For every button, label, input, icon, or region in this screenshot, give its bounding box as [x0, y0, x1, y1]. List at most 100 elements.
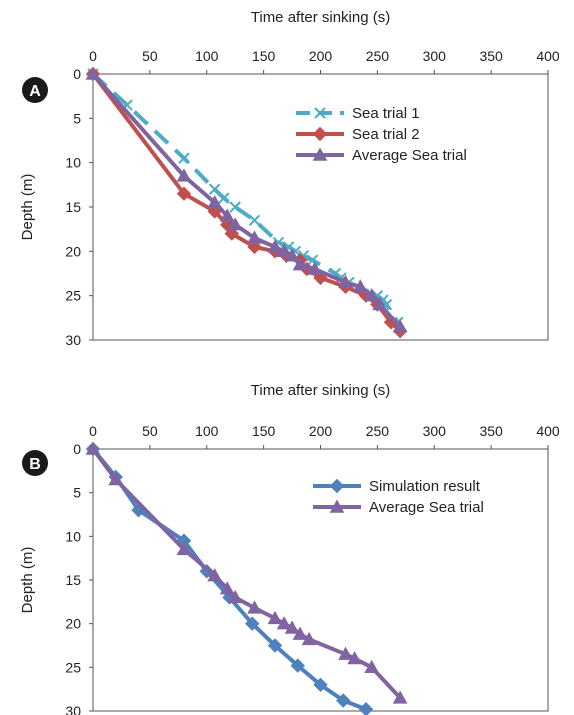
- x-tick-label: 250: [366, 423, 390, 439]
- data-point: [178, 152, 190, 164]
- data-point: [247, 230, 262, 244]
- y-tick-label: 20: [65, 616, 81, 632]
- data-point: [392, 319, 408, 333]
- legend-swatch-marker: [329, 478, 345, 494]
- data-point: [352, 279, 368, 293]
- x-tick-label: 350: [479, 48, 503, 64]
- y-tick-label: 5: [73, 110, 81, 126]
- series-average-sea-trial: [85, 66, 408, 333]
- data-point: [284, 620, 300, 634]
- data-point: [207, 568, 223, 582]
- x-axis-title: Time after sinking (s): [251, 9, 390, 26]
- data-point: [336, 693, 351, 708]
- y-tick-label: 30: [65, 703, 81, 715]
- data-point: [85, 441, 101, 455]
- x-tick-label: 50: [142, 423, 158, 439]
- data-point: [176, 168, 192, 182]
- y-tick-label: 30: [65, 332, 81, 348]
- x-tick-label: 50: [142, 48, 158, 64]
- x-tick-label: 150: [252, 48, 276, 64]
- data-point: [229, 201, 241, 213]
- data-point: [176, 186, 192, 201]
- legend-swatch-marker: [314, 107, 326, 119]
- x-tick-label: 300: [423, 423, 447, 439]
- data-point: [307, 261, 323, 275]
- data-point: [85, 66, 101, 80]
- legend-swatch-marker: [312, 147, 328, 161]
- data-point: [347, 651, 362, 665]
- data-point: [209, 183, 221, 195]
- data-point: [292, 626, 308, 640]
- y-tick-label: 15: [65, 199, 81, 215]
- data-point: [207, 195, 223, 209]
- y-tick-label: 25: [65, 659, 81, 675]
- legend-label: Average Sea trial: [369, 499, 484, 516]
- y-tick-label: 25: [65, 288, 81, 304]
- legend-label: Average Sea trial: [352, 147, 467, 164]
- series-simulation-result: [85, 441, 374, 715]
- data-point: [292, 257, 308, 271]
- data-point: [364, 659, 380, 674]
- data-point: [267, 638, 283, 653]
- series-average-sea-trial: [85, 441, 408, 704]
- data-point: [276, 616, 292, 630]
- y-axis-title: Depth (m): [19, 174, 36, 241]
- data-point: [290, 658, 305, 673]
- data-point: [301, 631, 317, 646]
- data-point: [218, 192, 230, 204]
- y-tick-label: 0: [73, 66, 81, 82]
- x-tick-label: 150: [252, 423, 276, 439]
- legend-label: Simulation result: [369, 478, 481, 495]
- data-point: [364, 288, 380, 302]
- data-point: [358, 702, 374, 715]
- y-tick-label: 10: [65, 528, 81, 544]
- data-point: [372, 297, 387, 311]
- data-point: [245, 616, 260, 631]
- data-point: [247, 600, 262, 614]
- y-axis-title: Depth (m): [19, 547, 36, 614]
- x-tick-label: 400: [536, 48, 560, 64]
- data-point: [248, 214, 261, 227]
- data-point: [108, 472, 124, 486]
- legend-swatch-marker: [329, 499, 345, 513]
- legend-label: Sea trial 2: [352, 126, 420, 143]
- data-point: [227, 217, 243, 231]
- panel-letter: B: [29, 456, 41, 473]
- panel-badge: [22, 450, 48, 476]
- x-tick-label: 0: [89, 48, 97, 64]
- x-tick-label: 100: [195, 48, 219, 64]
- data-point: [267, 610, 283, 625]
- data-point: [227, 589, 243, 604]
- panel-letter: A: [29, 83, 41, 100]
- legend-label: Sea trial 1: [352, 105, 420, 122]
- legend-swatch-marker: [312, 126, 328, 142]
- data-point: [284, 248, 300, 262]
- data-point: [338, 274, 353, 289]
- x-tick-label: 200: [309, 48, 333, 64]
- data-point: [219, 208, 235, 222]
- y-tick-label: 5: [73, 485, 81, 501]
- x-tick-label: 400: [536, 423, 560, 439]
- y-tick-label: 10: [65, 155, 81, 171]
- data-point: [267, 239, 283, 253]
- panel-badge: [22, 77, 48, 103]
- x-tick-label: 300: [423, 48, 447, 64]
- x-tick-label: 350: [479, 423, 503, 439]
- y-tick-label: 15: [65, 572, 81, 588]
- x-tick-label: 100: [195, 423, 219, 439]
- y-tick-label: 20: [65, 243, 81, 259]
- x-tick-label: 0: [89, 423, 97, 439]
- series-line: [91, 447, 368, 712]
- y-tick-label: 0: [73, 441, 81, 457]
- data-point: [219, 581, 235, 595]
- data-point: [313, 677, 328, 693]
- data-point: [392, 690, 408, 704]
- data-point: [176, 541, 192, 556]
- x-tick-label: 200: [309, 423, 333, 439]
- data-point: [276, 243, 292, 258]
- x-tick-label: 250: [366, 48, 390, 64]
- data-point: [338, 646, 353, 660]
